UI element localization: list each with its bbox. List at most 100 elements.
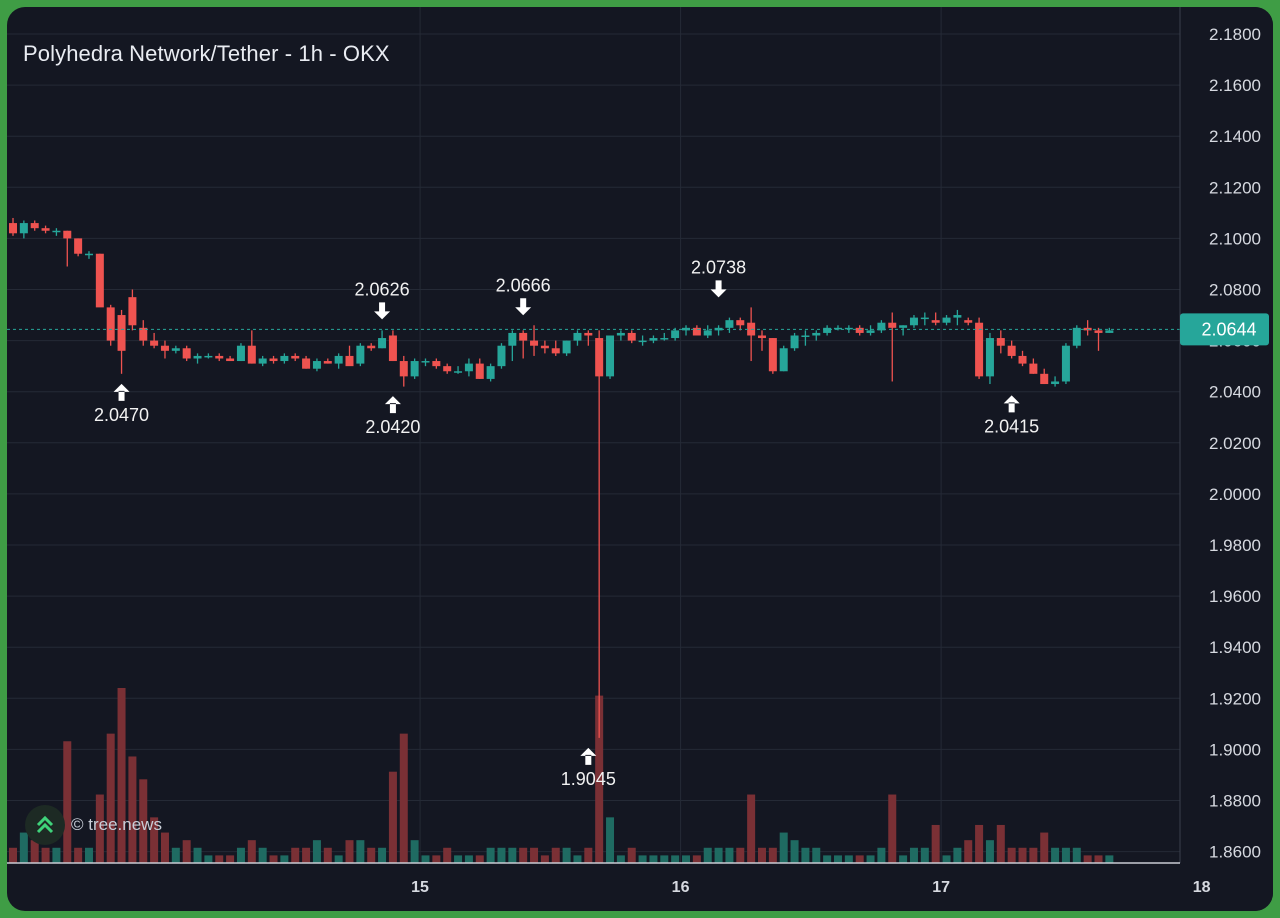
price-tick-label: 2.0200 [1209, 434, 1261, 453]
chart-frame: 2.0470 2.0626 2.0420 2.0666 1.9045 2.0738 2.04… [7, 7, 1273, 911]
volume-bar [1029, 847, 1038, 863]
candle-body [595, 338, 604, 377]
watermark-text: © tree.news [71, 815, 162, 834]
volume-bar [616, 855, 625, 863]
volume-bar [975, 824, 984, 863]
candle-body [388, 335, 397, 362]
volume-bar [226, 855, 235, 863]
volume-bar [551, 847, 560, 863]
volume-bar [530, 847, 539, 863]
volume-bar [378, 847, 387, 863]
volume-bar [497, 847, 506, 863]
volume-bar [464, 855, 473, 863]
volume-bar [150, 817, 159, 863]
price-tick-label: 2.1000 [1209, 229, 1261, 248]
volume-bar [1061, 847, 1070, 863]
candle-body [399, 361, 408, 377]
price-tick-label: 1.9400 [1209, 638, 1261, 657]
candle-body [378, 338, 387, 349]
candle-body [779, 348, 788, 372]
current-price-tag-bg [1180, 313, 1269, 346]
grid [7, 7, 1203, 863]
volume-bar [844, 855, 853, 863]
candle-body [41, 228, 50, 231]
volume-bar [692, 855, 701, 863]
candle-body [768, 338, 777, 372]
candle-body [117, 315, 126, 351]
volume-bar [833, 855, 842, 863]
candle-body [540, 345, 549, 349]
price-tick-label: 1.9000 [1209, 740, 1261, 759]
volume-bar [703, 847, 712, 863]
arrow-down-icon [710, 280, 727, 298]
candle-body [9, 223, 17, 234]
volume-bar [1072, 847, 1081, 863]
volume-bar [638, 855, 647, 863]
candle-body [454, 371, 463, 373]
price-tick-label: 2.1400 [1209, 127, 1261, 146]
current-price-tag-label: 2.0644 [1201, 319, 1256, 339]
candle-body [942, 317, 951, 323]
volume-bar [367, 847, 376, 863]
volume-bar [964, 840, 973, 863]
volume-bar [63, 741, 72, 863]
candle-body [95, 253, 104, 308]
candle-body [139, 327, 148, 341]
candle-body [475, 363, 484, 379]
candle-body [160, 345, 169, 351]
price-tick-label: 2.1600 [1209, 76, 1261, 95]
volume-bar [736, 847, 745, 863]
volume-bar [888, 794, 897, 863]
candle-body [345, 355, 354, 367]
volume-bar [931, 824, 940, 863]
volume-bar [356, 840, 365, 863]
candle-body [150, 340, 159, 346]
candle-body [19, 223, 28, 234]
price-tick-label: 2.1800 [1209, 25, 1261, 44]
candle-body [1040, 373, 1049, 385]
volume-bar [19, 832, 28, 863]
candle-body [877, 322, 886, 331]
arrow-up-icon [113, 383, 130, 401]
candle-body [964, 320, 973, 323]
volume-bar [920, 847, 929, 863]
time-axis-labels: 15 16 17 18 [411, 879, 1210, 896]
volume-bar [334, 855, 343, 863]
volume-bar [953, 847, 962, 863]
price-tick-label: 1.9200 [1209, 689, 1261, 708]
candle-body [280, 355, 289, 362]
candle-body [638, 340, 647, 343]
volume-bar [247, 840, 256, 863]
date-tick-label: 17 [932, 879, 950, 896]
volume-bar [312, 840, 321, 863]
volume-bar [942, 855, 951, 863]
arrow-down-icon [374, 302, 391, 320]
candle-body [226, 358, 235, 362]
volume-bar [757, 847, 766, 863]
price-tick-label: 1.9800 [1209, 536, 1261, 555]
price-axis-panel[interactable] [1180, 7, 1273, 911]
watermark: © tree.news [25, 805, 162, 845]
candle-body [660, 338, 669, 340]
price-tick-label: 2.0800 [1209, 281, 1261, 300]
current-price-tag: 2.0644 [1180, 313, 1269, 346]
candle-body [844, 327, 853, 330]
volume-bar [486, 847, 495, 863]
candle-body [627, 332, 636, 341]
volume-bar [171, 847, 180, 863]
candle-body [128, 297, 137, 326]
price-tick-label: 1.8800 [1209, 792, 1261, 811]
chart-canvas[interactable]: 2.0470 2.0626 2.0420 2.0666 1.9045 2.0738 2.04… [7, 7, 1273, 911]
candle-body [410, 361, 419, 377]
candle-body [866, 330, 875, 333]
volume-bar [877, 847, 886, 863]
candle-body [334, 355, 343, 364]
candle-body [204, 355, 213, 358]
candle-body [215, 355, 224, 359]
candle-body [714, 327, 723, 331]
candle-body [953, 315, 962, 318]
candle-body [855, 327, 864, 333]
candle-body [692, 327, 701, 336]
candle-body [1094, 330, 1103, 333]
volume-bar [627, 847, 636, 863]
